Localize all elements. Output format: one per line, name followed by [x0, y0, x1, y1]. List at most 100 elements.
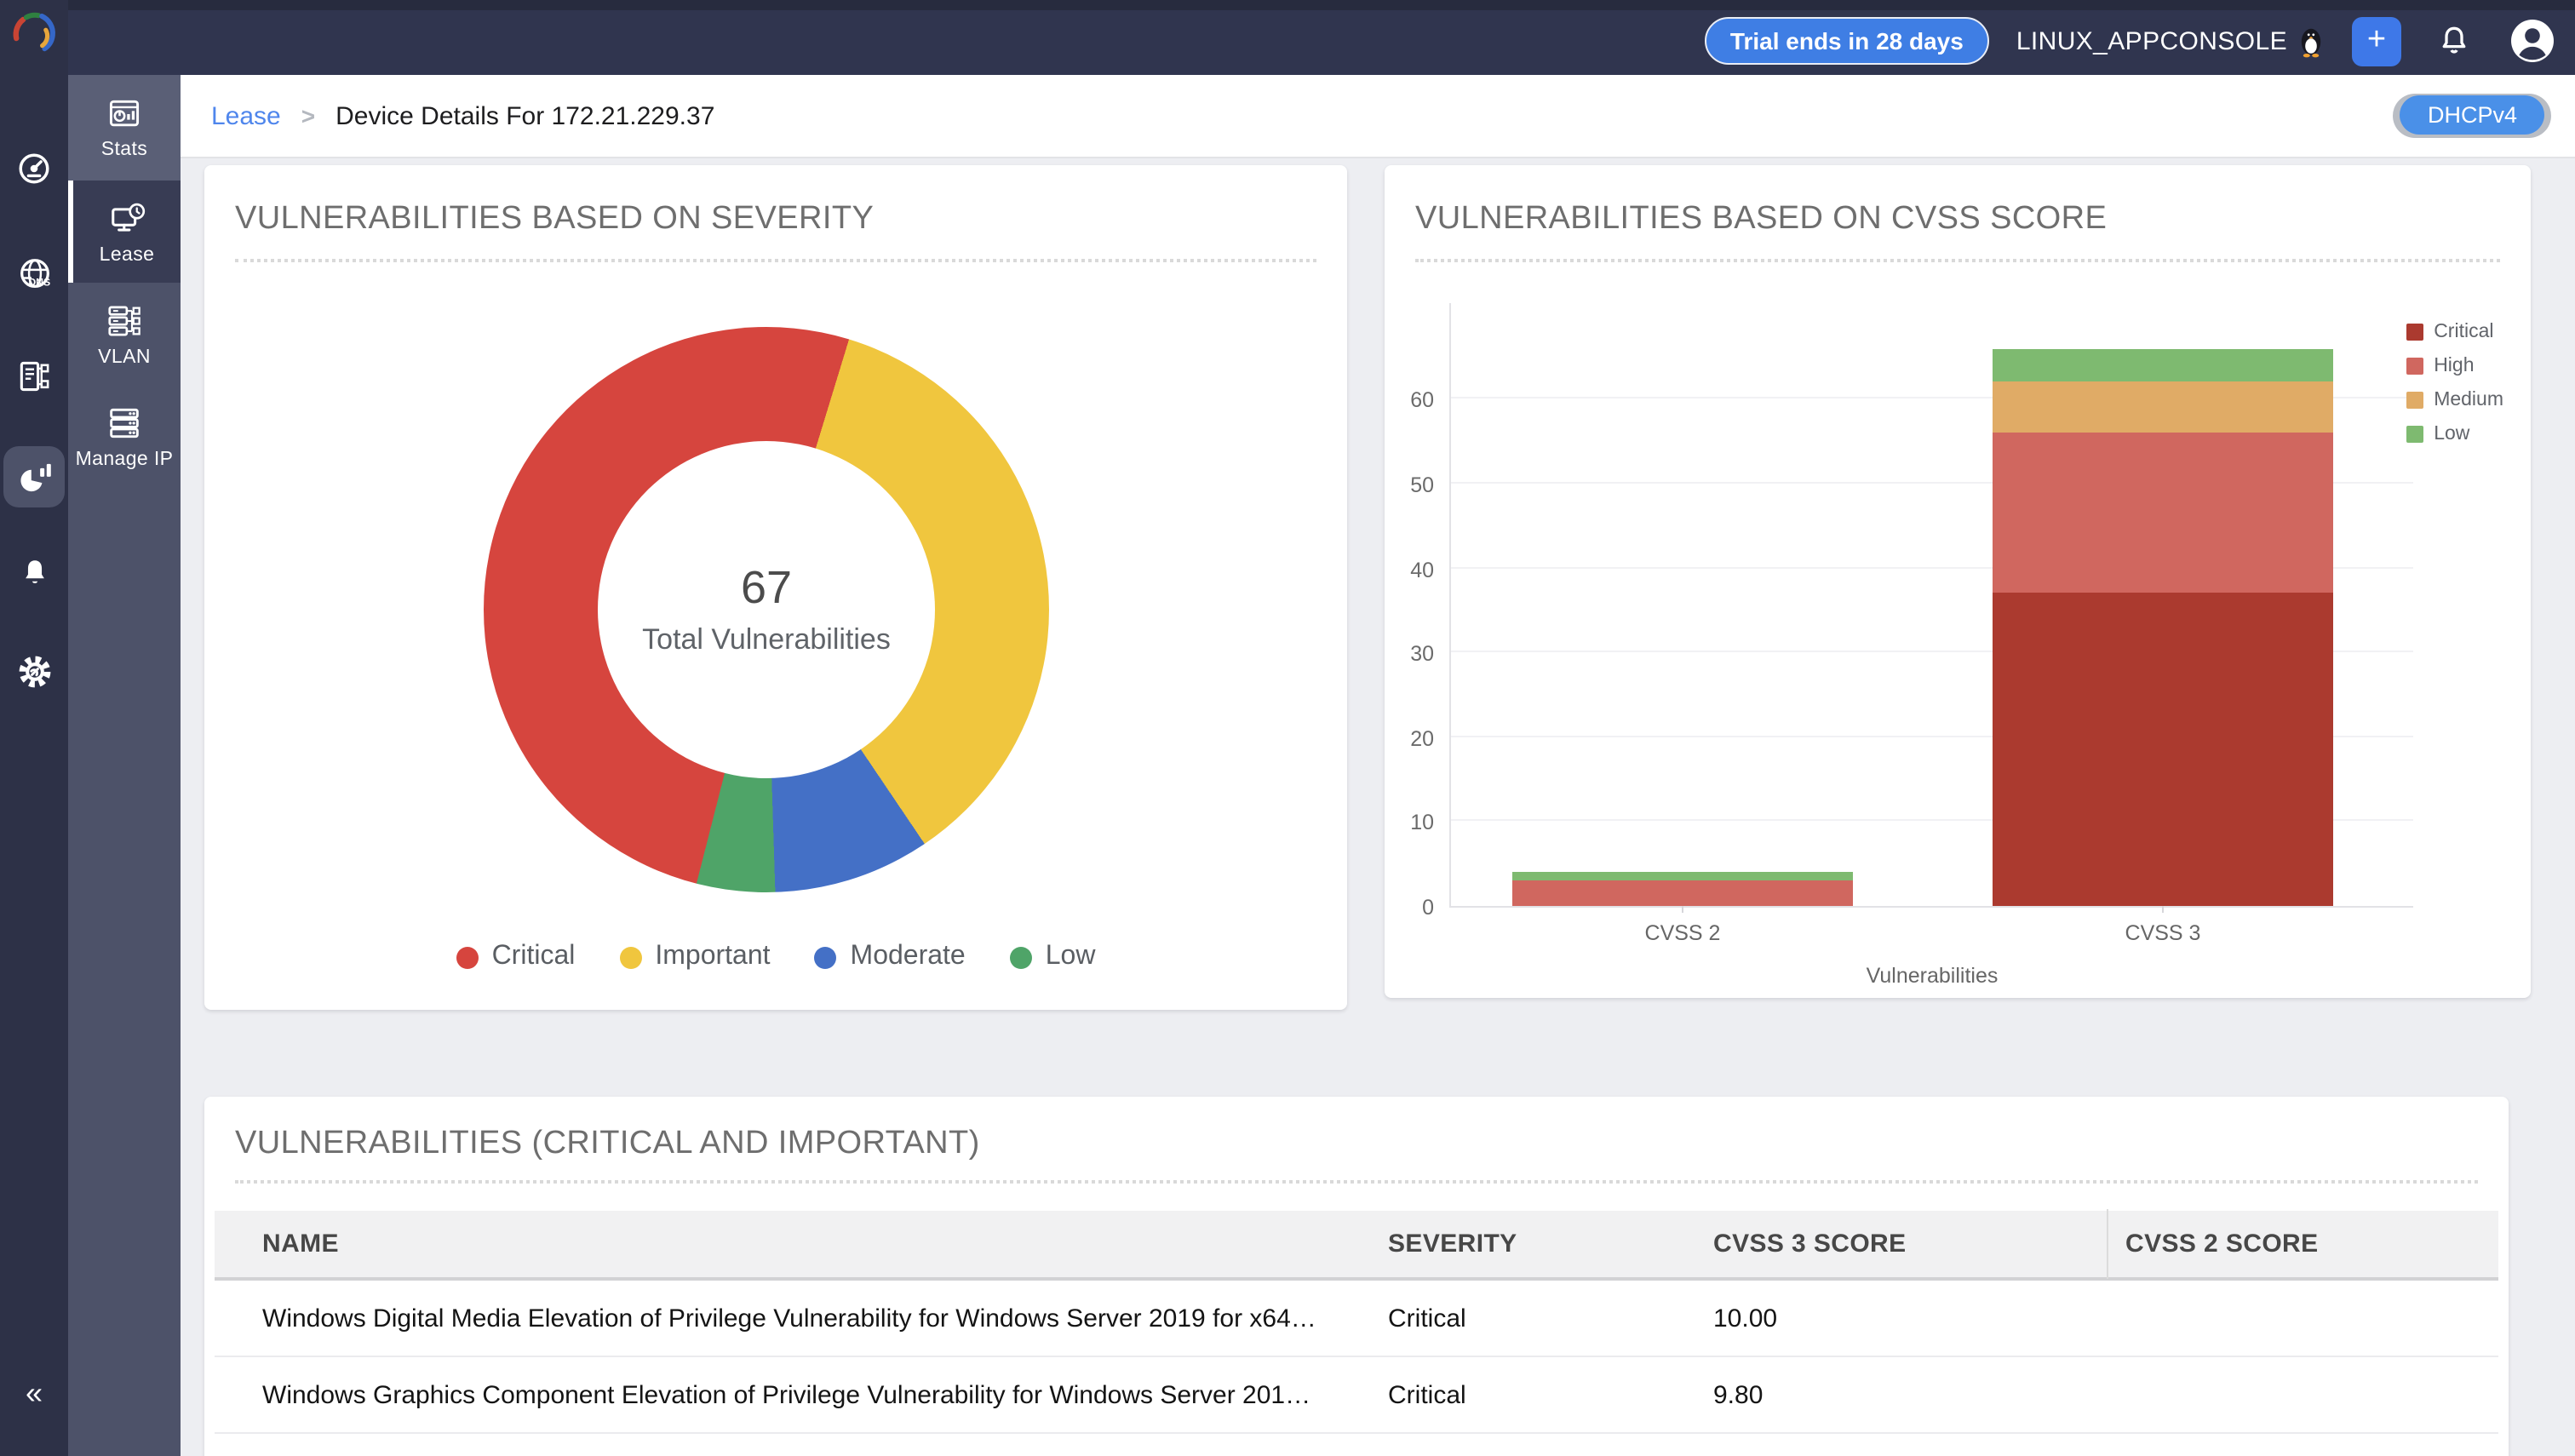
sidebar-item-label: VLAN	[98, 347, 151, 367]
cvss-legend-item[interactable]: Medium	[2406, 390, 2503, 410]
column-header-cvss3: CVSS 3 SCORE	[1713, 1230, 1907, 1258]
legend-swatch-low	[2406, 425, 2424, 444]
cvss-card-title: VULNERABILITIES BASED ON CVSS SCORE	[1415, 201, 2108, 237]
sidebar-item-dashboard[interactable]	[0, 138, 68, 199]
cvss-legend-item[interactable]: Critical	[2406, 322, 2503, 342]
severity-legend-item[interactable]: Important	[619, 942, 771, 972]
bar-segment-high	[1993, 433, 2333, 593]
sidebar-item-settings[interactable]	[0, 640, 68, 702]
legend-dot-critical	[456, 946, 479, 968]
donut-center-label: 67 Total Vulnerabilities	[484, 327, 1049, 892]
sidebar-item-manage-ip[interactable]: Manage IP	[68, 385, 181, 487]
divider	[235, 1180, 2478, 1184]
sidebar-item-stats[interactable]: Stats	[68, 75, 181, 181]
severity-legend-item[interactable]: Moderate	[814, 942, 966, 972]
legend-label: Low	[2434, 424, 2470, 444]
collapse-sidebar-button[interactable]: «	[25, 1376, 43, 1410]
bell-icon	[2435, 22, 2473, 60]
sidebar-item-analytics[interactable]	[3, 446, 65, 507]
vulnerabilities-table: NAME SEVERITY CVSS 3 SCORE CVSS 2 SCORE …	[215, 1209, 2498, 1456]
sidebar-item-dns[interactable]: DNS	[0, 244, 68, 305]
dns-globe-icon: DNS	[14, 255, 54, 294]
severity-legend-item[interactable]: Critical	[456, 942, 575, 972]
avatar-icon	[2509, 17, 2556, 65]
bar-segment-high	[1512, 880, 1853, 906]
cell-name: Windows Graphics Component Elevation of …	[262, 1380, 1311, 1409]
legend-swatch-critical	[2406, 323, 2424, 341]
divider	[235, 259, 1316, 262]
bar-segment-critical	[1993, 593, 2333, 906]
severity-card-title: VULNERABILITIES BASED ON SEVERITY	[235, 201, 875, 237]
legend-label: Important	[655, 942, 771, 971]
sidebar-item-audit[interactable]	[0, 346, 68, 407]
table-header-row: NAME SEVERITY CVSS 3 SCORE CVSS 2 SCORE	[215, 1209, 2498, 1281]
icon-rail: DNS	[0, 0, 68, 1456]
bar-segment-medium	[1993, 381, 2333, 433]
stacked-bar-cvss-3[interactable]	[1993, 348, 2333, 906]
gridline	[1451, 566, 2413, 568]
page-title: Device Details For 172.21.229.37	[335, 101, 715, 130]
cvss-plot: Vulnerabilities 0 10 20 30 40 50 60 CVSS 2 CVSS …	[1410, 303, 2413, 988]
y-axis-tick: 20	[1410, 726, 1434, 751]
total-vulnerabilities-label: Total Vulnerabilities	[642, 623, 891, 656]
gridline	[1451, 735, 2413, 737]
sidebar-item-lease[interactable]: Lease	[68, 181, 181, 283]
legend-dot-moderate	[814, 946, 837, 968]
legend-dot-important	[619, 946, 642, 968]
sidebar-item-label: Lease	[99, 244, 155, 265]
legend-label: Medium	[2434, 390, 2503, 410]
table-row[interactable]: Windows Graphics Component Elevation of …	[215, 1357, 2498, 1434]
protocol-badge[interactable]: DHCPv4	[2400, 95, 2544, 135]
breadcrumb-separator: >	[301, 102, 316, 129]
gridline	[1451, 651, 2413, 653]
table-row[interactable]: Windows Digital Media Elevation of Privi…	[215, 1281, 2498, 1357]
divider	[1415, 259, 2500, 262]
y-axis-tick: 50	[1410, 473, 1434, 497]
sidebar-item-alerts[interactable]	[0, 542, 68, 603]
x-axis-tick-label: CVSS 2	[1644, 921, 1721, 945]
sidebar-item-label: Stats	[100, 140, 148, 160]
x-axis-tick-label: CVSS 3	[2125, 921, 2201, 945]
legend-label: Low	[1045, 942, 1096, 971]
cell-cvss3-score: 9.80	[1713, 1380, 1764, 1409]
x-axis-title: Vulnerabilities	[1866, 964, 1999, 988]
account-button[interactable]	[2507, 15, 2558, 66]
table-card-title: VULNERABILITIES (CRITICAL AND IMPORTANT)	[235, 1126, 980, 1161]
column-header-cvss2: CVSS 2 SCORE	[2107, 1209, 2498, 1279]
stacked-bar-cvss-2[interactable]	[1512, 872, 1853, 906]
x-axis-tickmark	[2162, 906, 2164, 913]
y-axis-tick: 10	[1410, 811, 1434, 835]
total-vulnerabilities-value: 67	[740, 562, 793, 613]
y-axis-tick: 0	[1422, 896, 1434, 920]
breadcrumb-parent-link[interactable]: Lease	[211, 101, 281, 130]
notifications-button[interactable]	[2429, 15, 2480, 66]
console-name-label: LINUX_APPCONSOLE	[2016, 26, 2287, 55]
vlan-servers-icon	[104, 301, 145, 340]
cvss-legend-item[interactable]: High	[2406, 356, 2503, 376]
console-name: LINUX_APPCONSOLE	[2016, 25, 2325, 57]
y-axis-tick: 30	[1410, 642, 1434, 667]
cell-name: Windows Digital Media Elevation of Privi…	[262, 1304, 1316, 1333]
legend-dot-low	[1009, 946, 1032, 968]
severity-legend: Critical Important Moderate Low	[204, 942, 1347, 972]
sidebar-item-vlan[interactable]: VLAN	[68, 283, 181, 385]
column-header-name: NAME	[262, 1230, 339, 1258]
severity-card: VULNERABILITIES BASED ON SEVERITY 67 Tot…	[204, 165, 1347, 1010]
sidebar-item-label: Manage IP	[75, 449, 174, 469]
legend-swatch-high	[2406, 357, 2424, 375]
trial-badge[interactable]: Trial ends in 28 days	[1704, 17, 1989, 65]
add-button[interactable]: +	[2352, 16, 2401, 66]
severity-legend-item[interactable]: Low	[1009, 942, 1096, 972]
column-header-severity: SEVERITY	[1388, 1230, 1517, 1258]
cell-severity: Critical	[1388, 1304, 1466, 1333]
severity-donut-chart	[484, 327, 1049, 892]
stats-dashboard-icon	[104, 95, 145, 133]
protocol-badge-ring: DHCPv4	[2393, 94, 2551, 138]
vulnerabilities-table-card: VULNERABILITIES (CRITICAL AND IMPORTANT)…	[204, 1097, 2509, 1456]
manage-ip-servers-icon	[104, 403, 145, 442]
gridline	[1451, 819, 2413, 822]
lease-monitor-clock-icon	[106, 198, 147, 238]
cvss-legend-item[interactable]: Low	[2406, 424, 2503, 444]
y-axis-tick: 40	[1410, 558, 1434, 582]
audit-report-icon	[15, 358, 53, 395]
